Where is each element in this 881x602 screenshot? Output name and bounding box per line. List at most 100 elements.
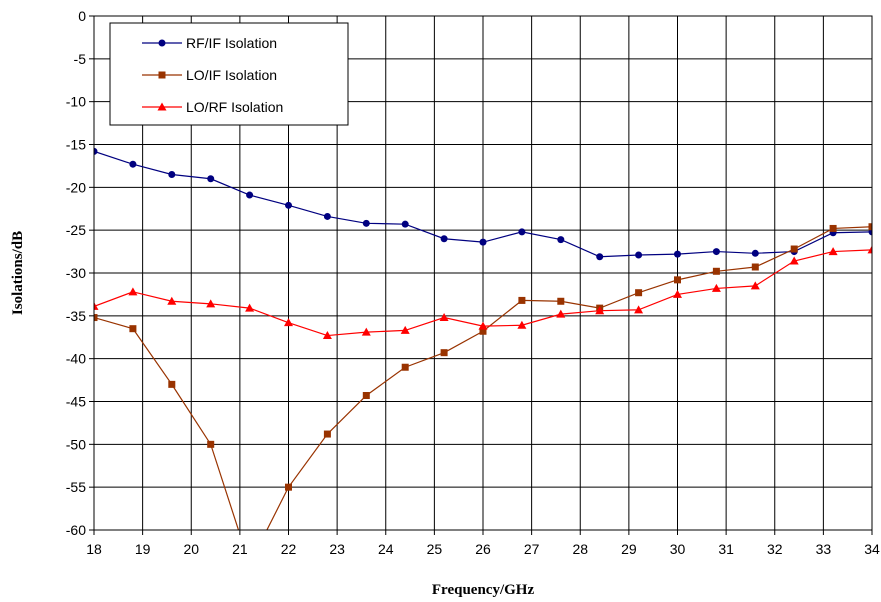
lo-if-isolation-point bbox=[868, 223, 872, 231]
lo-if-isolation-point bbox=[790, 245, 798, 253]
x-tick-label: 31 bbox=[718, 541, 734, 557]
plot-frame bbox=[93, 15, 873, 531]
lo-if-isolation-point bbox=[440, 349, 448, 357]
x-tick-label: 20 bbox=[183, 541, 199, 557]
rf-if-isolation-point bbox=[129, 160, 137, 168]
x-tick-label: 23 bbox=[329, 541, 345, 557]
legend-item-lo-if-isolation: LO/IF Isolation bbox=[142, 67, 277, 83]
x-tick-label: 21 bbox=[232, 541, 248, 557]
legend-item-rf-if-isolation: RF/IF Isolation bbox=[142, 35, 277, 51]
x-tick-label: 24 bbox=[378, 541, 394, 557]
y-tick-label: -40 bbox=[66, 351, 86, 367]
rf-if-isolation-point bbox=[94, 147, 98, 155]
lo-rf-isolation-point bbox=[206, 299, 216, 308]
lo-rf-isolation-point bbox=[634, 305, 644, 314]
rf-if-isolation-point bbox=[479, 238, 487, 246]
legend-swatch-marker bbox=[157, 102, 167, 111]
y-tick-label: -30 bbox=[66, 265, 86, 281]
x-axis-ticks: 18 19 20 21 22 23 24 25 26 27 28 29 30 31 32 33 34 bbox=[86, 530, 880, 557]
x-tick-label: 29 bbox=[621, 541, 637, 557]
x-tick-label: 33 bbox=[816, 541, 832, 557]
lo-rf-isolation-point bbox=[595, 306, 605, 315]
lo-if-isolation-point bbox=[751, 263, 759, 271]
rf-if-isolation-point bbox=[362, 219, 370, 227]
rf-if-isolation-point bbox=[596, 253, 604, 261]
lo-rf-isolation-point bbox=[284, 318, 293, 327]
lo-rf-isolation-point bbox=[167, 296, 177, 305]
x-tick-label: 22 bbox=[281, 541, 297, 557]
rf-if-isolation-point bbox=[207, 175, 215, 183]
y-tick-label: -45 bbox=[66, 394, 86, 410]
rf-if-isolation-point bbox=[246, 191, 254, 199]
legend-item-lo-rf-isolation: LO/RF Isolation bbox=[142, 99, 283, 115]
lo-if-isolation-point bbox=[168, 380, 176, 388]
y-tick-label: -35 bbox=[66, 308, 86, 324]
x-tick-label: 34 bbox=[864, 541, 880, 557]
lo-rf-isolation-point bbox=[245, 303, 255, 312]
lo-if-isolation-point bbox=[518, 296, 526, 304]
rf-if-isolation-point bbox=[635, 251, 643, 259]
y-tick-label: -10 bbox=[66, 94, 86, 110]
lo-if-isolation-series bbox=[94, 223, 872, 530]
lo-rf-isolation-point bbox=[517, 320, 527, 329]
x-axis-title: Frequency/GHz bbox=[432, 582, 535, 598]
lo-rf-isolation-point bbox=[128, 287, 138, 296]
lo-rf-isolation-series bbox=[94, 245, 872, 340]
legend: RF/IF Isolation LO/IF Isolation LO/RF Isol… bbox=[109, 22, 349, 126]
lo-rf-isolation-point bbox=[400, 325, 410, 334]
lo-rf-isolation-point bbox=[361, 327, 371, 336]
lo-if-isolation-point bbox=[323, 430, 331, 438]
y-tick-label: -25 bbox=[66, 222, 86, 238]
y-tick-label: -55 bbox=[66, 479, 86, 495]
rf-if-isolation-point bbox=[323, 212, 331, 220]
lo-rf-isolation-point bbox=[556, 309, 566, 318]
x-tick-label: 32 bbox=[767, 541, 783, 557]
lo-if-isolation-point bbox=[129, 325, 137, 333]
x-tick-label: 27 bbox=[524, 541, 540, 557]
rf-if-isolation-point bbox=[168, 170, 176, 178]
lo-rf-isolation-point bbox=[439, 313, 449, 322]
rf-if-isolation-point bbox=[285, 201, 292, 209]
lo-rf-isolation-point bbox=[867, 245, 872, 254]
lo-rf-isolation-point bbox=[673, 289, 682, 298]
legend-label: RF/IF Isolation bbox=[186, 35, 277, 51]
lo-rf-isolation-point bbox=[94, 301, 99, 310]
y-tick-label: -15 bbox=[66, 137, 86, 153]
lo-if-isolation-point bbox=[401, 363, 409, 371]
y-tick-label: -60 bbox=[66, 522, 86, 538]
x-tick-label: 18 bbox=[86, 541, 102, 557]
y-tick-label: 0 bbox=[78, 8, 86, 24]
y-axis-title: Isolations/dB bbox=[10, 231, 26, 315]
x-tick-label: 30 bbox=[670, 541, 686, 557]
lo-if-isolation-point bbox=[712, 267, 720, 275]
rf-if-isolation-point bbox=[751, 249, 759, 257]
x-tick-label: 28 bbox=[572, 541, 588, 557]
lo-if-isolation-point bbox=[557, 297, 565, 305]
y-tick-label: -5 bbox=[74, 51, 87, 67]
lo-if-isolation-point bbox=[635, 289, 643, 297]
rf-if-isolation-point bbox=[712, 248, 720, 256]
lo-if-isolation-point bbox=[207, 440, 215, 448]
y-tick-label: -20 bbox=[66, 179, 86, 195]
x-tick-label: 19 bbox=[135, 541, 151, 557]
series-group bbox=[94, 147, 872, 530]
lo-if-isolation-point bbox=[362, 392, 370, 400]
lo-rf-isolation-point bbox=[322, 331, 332, 340]
lo-if-isolation-point bbox=[674, 276, 681, 284]
lo-rf-isolation-point bbox=[789, 256, 799, 265]
lo-rf-isolation-point bbox=[478, 321, 488, 330]
lo-if-isolation-point bbox=[829, 224, 837, 232]
lo-rf-isolation-point bbox=[711, 283, 721, 292]
lo-rf-isolation-point bbox=[828, 247, 838, 256]
lo-if-isolation-point bbox=[479, 327, 487, 335]
x-tick-label: 25 bbox=[427, 541, 443, 557]
y-tick-label: -50 bbox=[66, 436, 86, 452]
lo-rf-isolation-point bbox=[750, 281, 760, 290]
legend-label: LO/IF Isolation bbox=[186, 67, 277, 83]
x-tick-label: 26 bbox=[475, 541, 491, 557]
rf-if-isolation-point bbox=[557, 236, 565, 244]
rf-if-isolation-point bbox=[440, 235, 448, 243]
legend-label: LO/RF Isolation bbox=[186, 99, 283, 115]
rf-if-isolation-point bbox=[401, 220, 409, 228]
